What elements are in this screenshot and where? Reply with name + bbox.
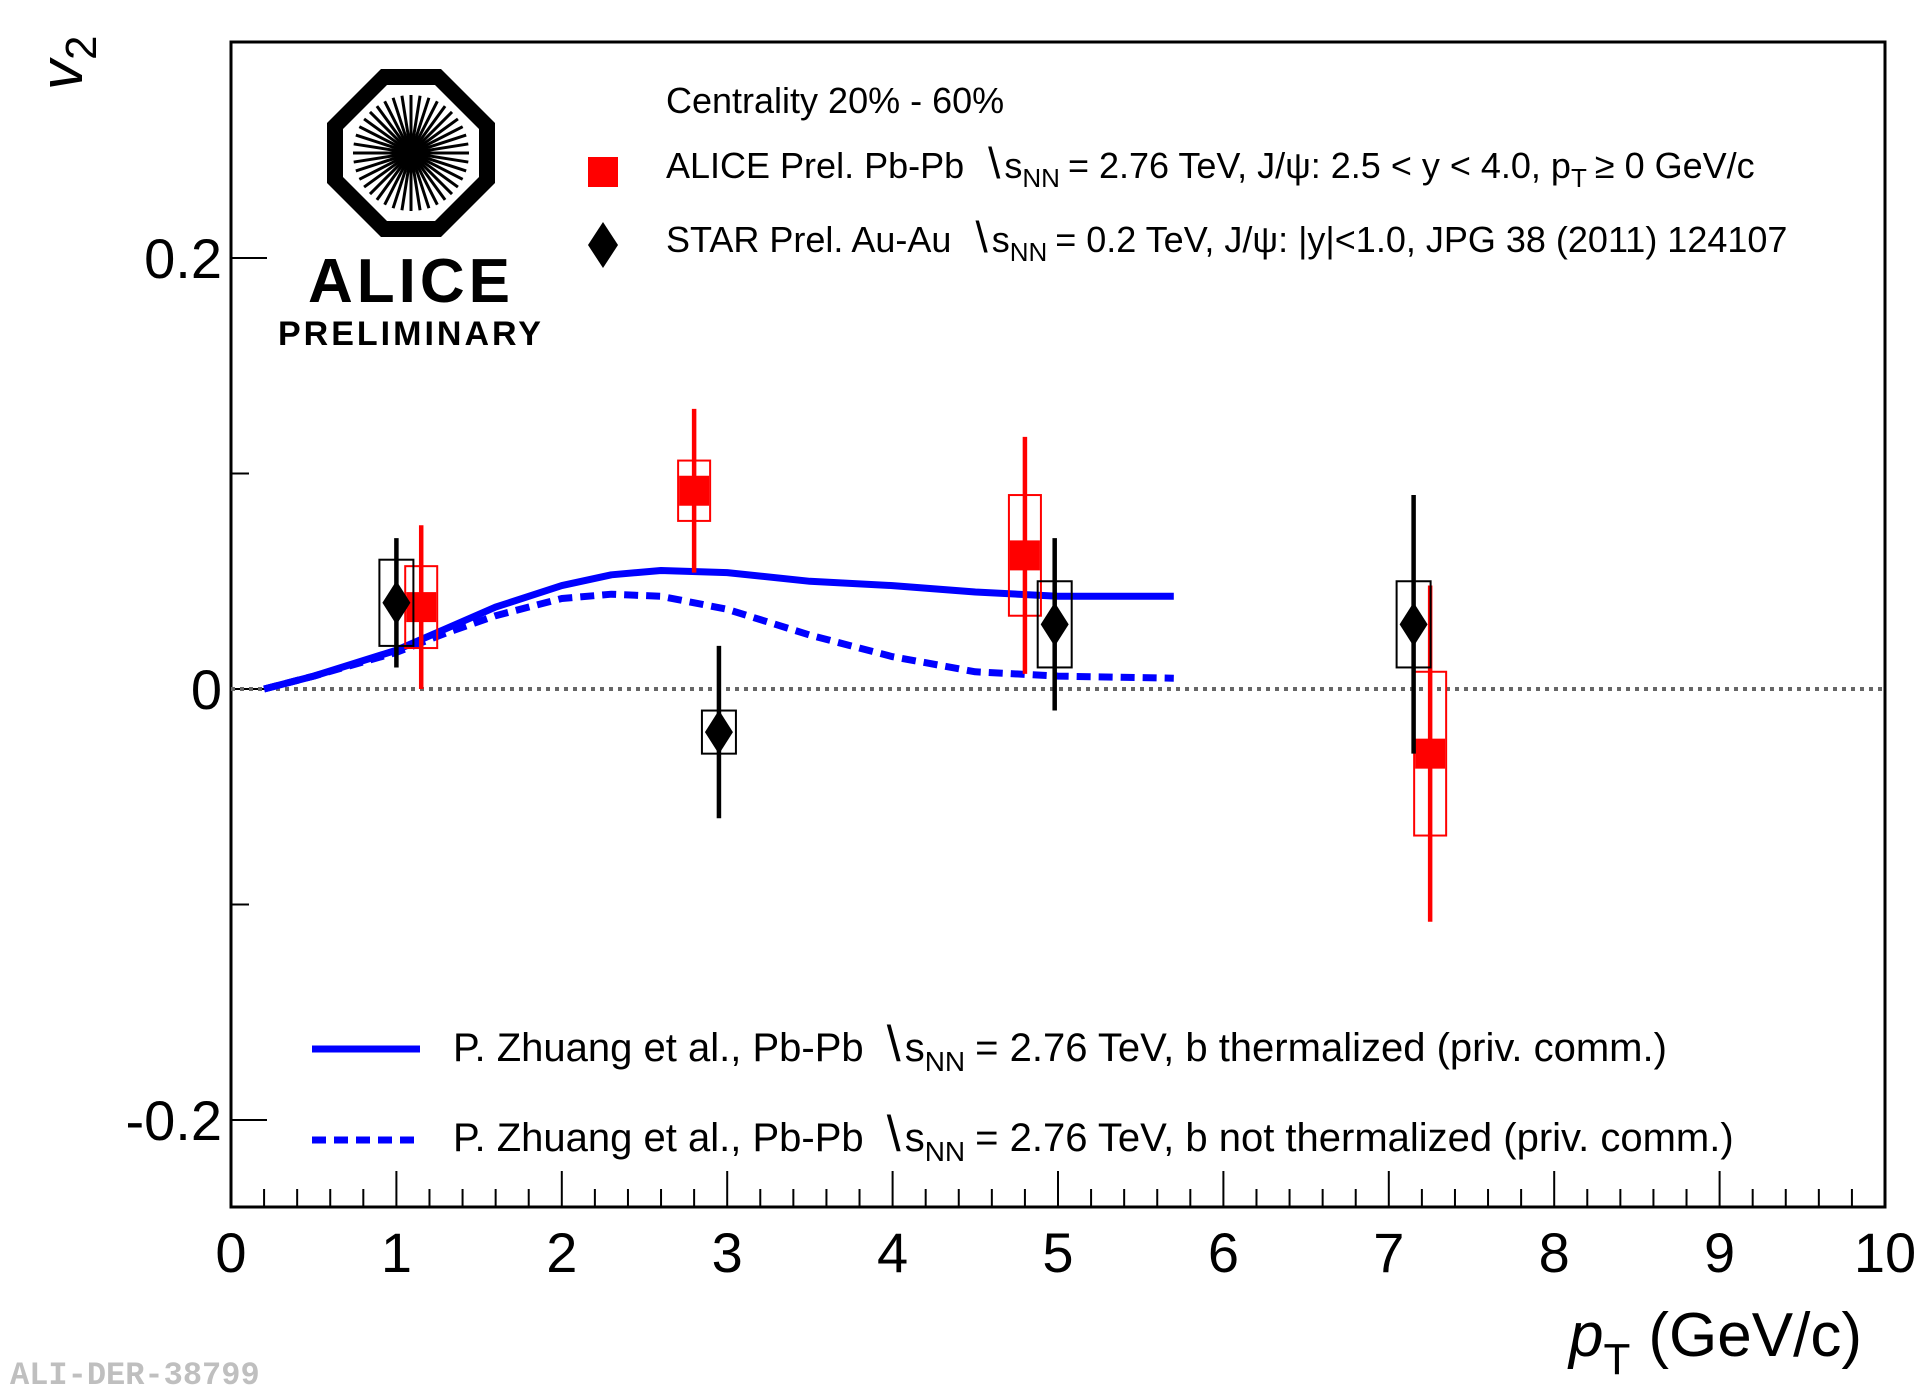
legend-therm-label: P. Zhuang et al., Pb-Pb \ sNN = 2.76 TeV, … xyxy=(453,1016,1667,1077)
x-tick-label: 7 xyxy=(1373,1221,1404,1284)
watermark: ALI-DER-38799 xyxy=(10,1357,260,1392)
y-tick-label: 0 xyxy=(191,658,222,721)
alice-point-1 xyxy=(404,525,439,689)
x-axis-label: pT (GeV/c) xyxy=(1567,1301,1862,1384)
legend-star-label: STAR Prel. Au-Au \ sNN = 0.2 TeV, J/ψ: |y|… xyxy=(666,213,1787,267)
x-tick-label: 8 xyxy=(1539,1221,1570,1284)
x-tick-labels: 0 1 2 3 4 5 6 7 8 9 10 xyxy=(215,1221,1916,1284)
star-point-2 xyxy=(700,645,737,819)
alice-point-3 xyxy=(1007,436,1042,674)
marker-square xyxy=(406,592,437,623)
legend-alice-label: ALICE Prel. Pb-Pb \ sNN = 2.76 TeV, J/ψ: 2… xyxy=(666,139,1755,193)
logo-ray xyxy=(353,142,469,164)
star-point-4 xyxy=(1395,495,1432,754)
marker-square xyxy=(679,475,710,506)
legend-bottom: P. Zhuang et al., Pb-Pb \ sNN = 2.76 TeV, … xyxy=(312,1016,1734,1167)
star-point-1 xyxy=(378,538,415,668)
y-tick-label: -0.2 xyxy=(126,1089,223,1152)
x-tick-label: 5 xyxy=(1042,1221,1073,1284)
logo-subtitle: PRELIMINARY xyxy=(278,315,544,353)
axis-ticks xyxy=(230,41,1886,1207)
x-tick-label: 4 xyxy=(877,1221,908,1284)
y-tick-label: 0.2 xyxy=(144,227,222,290)
legend-top: Centrality 20% - 60% ALICE Prel. Pb-Pb \… xyxy=(588,80,1787,268)
x-tick-label: 1 xyxy=(381,1221,412,1284)
x-tick-label: 6 xyxy=(1208,1221,1239,1284)
legend-notherm-label: P. Zhuang et al., Pb-Pb \ sNN = 2.76 TeV, … xyxy=(453,1106,1734,1167)
marker-diamond xyxy=(1399,602,1428,647)
alice-logo: ALICE PRELIMINARY xyxy=(278,69,544,353)
x-tick-label: 0 xyxy=(215,1221,246,1284)
x-tick-label: 2 xyxy=(546,1221,577,1284)
x-tick-label: 10 xyxy=(1854,1221,1916,1284)
legend-alice-marker xyxy=(588,157,618,187)
alice-logo-icon xyxy=(327,69,495,237)
marker-diamond xyxy=(382,580,411,625)
marker-square xyxy=(1009,540,1040,571)
marker-square xyxy=(1415,738,1446,769)
x-tick-label: 3 xyxy=(712,1221,743,1284)
legend-star-marker xyxy=(588,222,618,268)
logo-title: ALICE xyxy=(308,247,514,316)
legend-header: Centrality 20% - 60% xyxy=(666,80,1004,121)
marker-diamond xyxy=(704,710,733,755)
x-tick-label: 9 xyxy=(1704,1221,1735,1284)
alice-point-2 xyxy=(677,408,712,573)
y-tick-labels: -0.2 0 0.2 xyxy=(126,227,223,1152)
y-axis-label: v2 xyxy=(28,36,106,90)
star-point-3 xyxy=(1036,538,1073,711)
marker-diamond xyxy=(1040,602,1069,647)
curve-not-thermalized xyxy=(263,590,1174,693)
data-points xyxy=(378,408,1448,922)
